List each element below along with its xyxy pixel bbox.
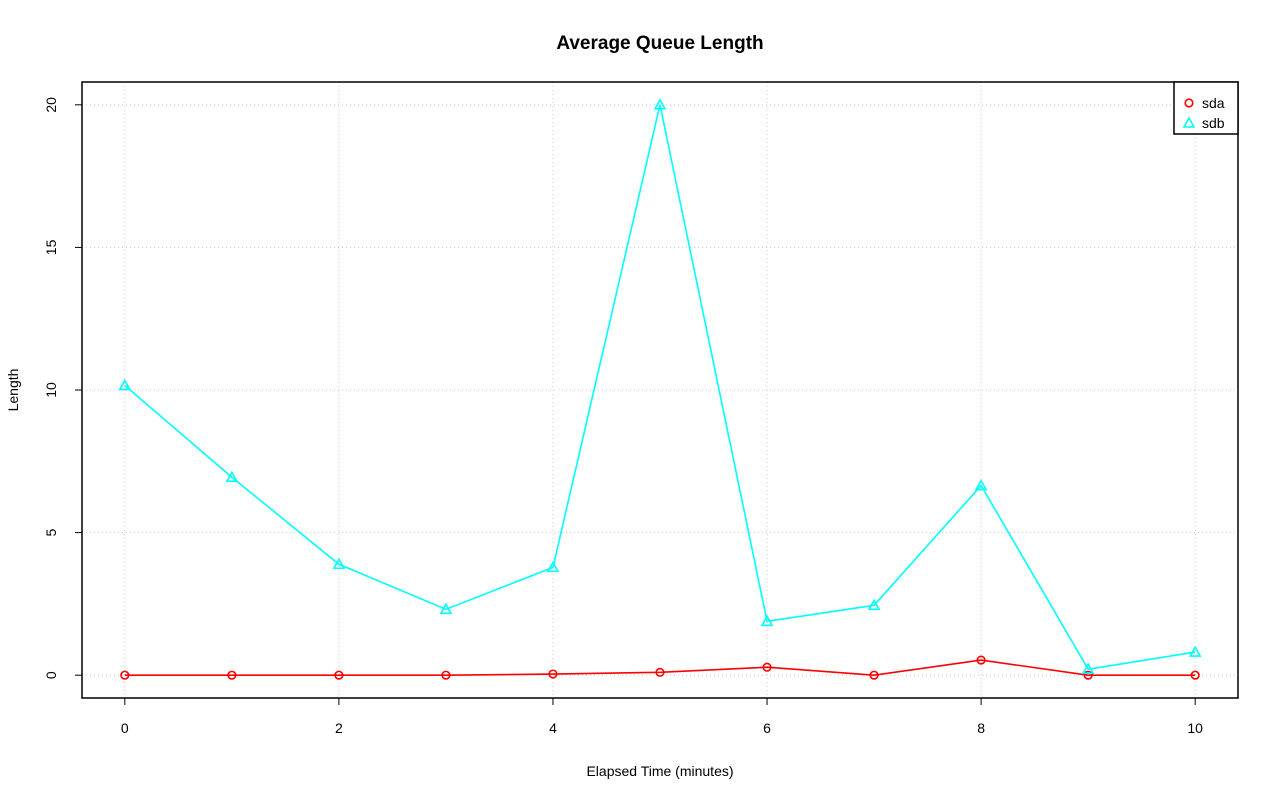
data-point [869,670,879,680]
data-point [653,98,667,110]
data-point [867,598,881,611]
data-point [546,560,560,573]
data-point [439,602,453,615]
x-tick-label: 6 [763,720,771,736]
data-point [974,478,988,491]
data-point [120,670,130,680]
marker [1184,98,1194,108]
data-point [118,378,132,391]
y-axis-label: Length [5,369,21,412]
data-point [227,670,237,680]
series-line [124,104,1196,671]
chart-title: Average Queue Length [556,33,763,54]
x-tick-label: 8 [977,720,985,736]
data-point [1188,645,1202,657]
y-tick-label: 5 [43,528,59,536]
data-point [1083,670,1093,680]
data-point [655,667,665,677]
data-point [332,557,346,570]
plot-border [81,81,1239,699]
legend-label: sdb [1202,115,1225,131]
data-point [762,662,772,672]
data-point [334,670,344,680]
data-point [1190,670,1200,680]
y-tick-label: 20 [43,97,59,113]
y-tick-label: 10 [43,382,59,398]
series-line [124,659,1196,676]
x-tick-label: 4 [549,720,557,736]
marker [1182,116,1196,128]
data-point [1081,662,1095,674]
data-point [441,670,451,680]
x-axis-label: Elapsed Time (minutes) [586,763,733,779]
data-point [548,669,558,679]
x-tick-label: 10 [1187,720,1203,736]
x-tick-label: 2 [335,720,343,736]
data-point [225,470,239,483]
x-tick-label: 0 [121,720,129,736]
data-point [760,614,774,627]
y-tick-label: 0 [43,671,59,679]
data-point [976,655,986,665]
y-tick-label: 15 [43,239,59,255]
legend-label: sda [1202,95,1225,111]
